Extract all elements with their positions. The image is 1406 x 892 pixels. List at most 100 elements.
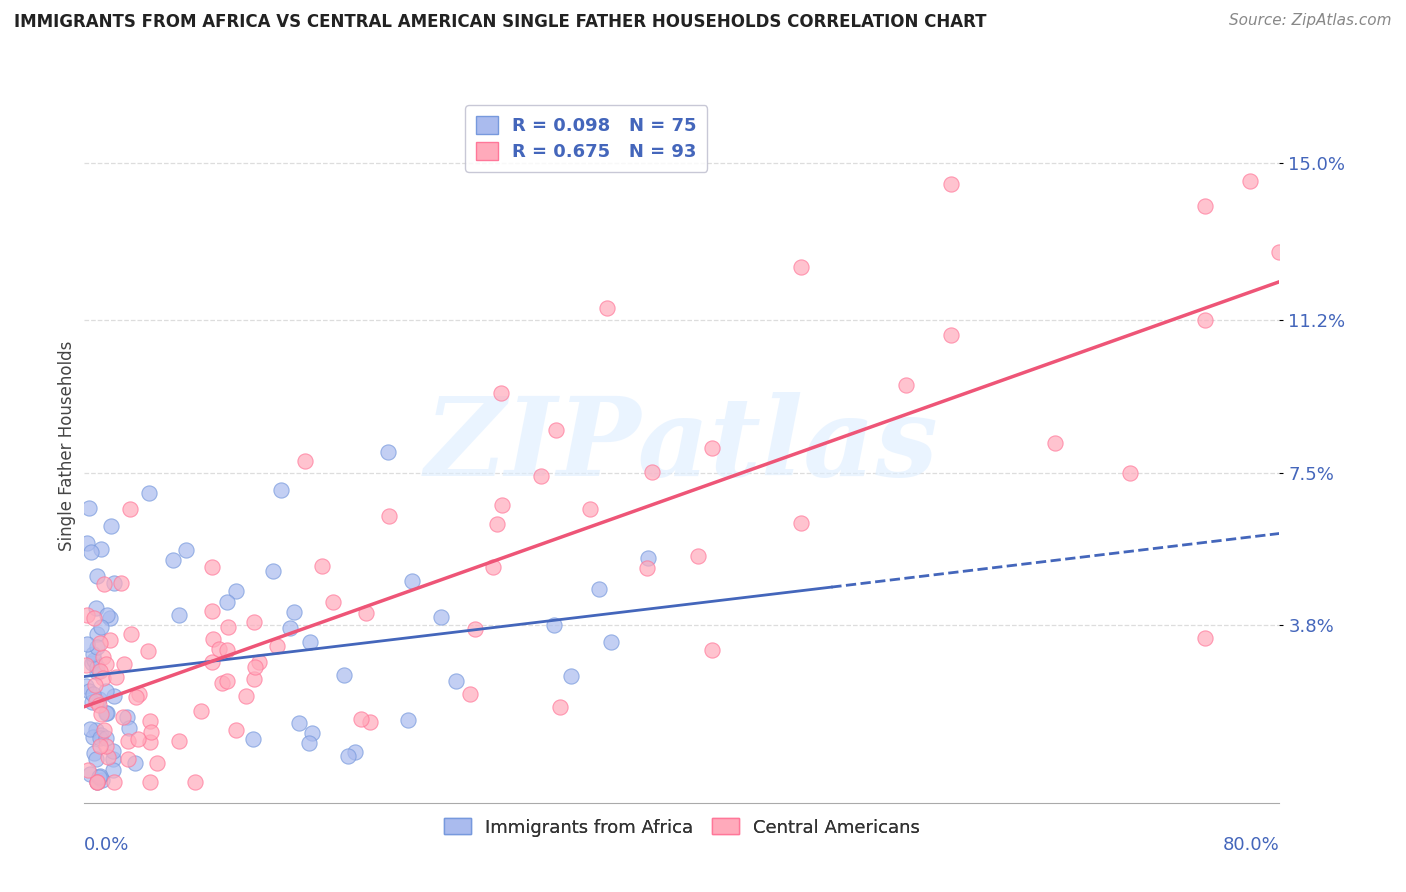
Point bbox=[112, 710, 135, 724]
Point bbox=[138, 775, 160, 789]
Point bbox=[86, 568, 108, 582]
Point bbox=[202, 632, 225, 647]
Point bbox=[1119, 467, 1142, 481]
Point bbox=[322, 595, 344, 609]
Point bbox=[83, 610, 105, 624]
Point bbox=[489, 386, 512, 401]
Point bbox=[86, 665, 108, 680]
Text: 0.0%: 0.0% bbox=[84, 836, 129, 854]
Point bbox=[491, 498, 513, 512]
Point bbox=[97, 750, 120, 764]
Point bbox=[96, 607, 118, 622]
Point bbox=[103, 763, 125, 777]
Point bbox=[530, 469, 553, 483]
Point bbox=[90, 542, 112, 557]
Point bbox=[136, 643, 159, 657]
Point bbox=[266, 639, 288, 653]
Point bbox=[76, 637, 98, 651]
Point bbox=[686, 549, 709, 564]
Point bbox=[145, 756, 167, 770]
Point bbox=[91, 671, 114, 685]
Point bbox=[76, 536, 98, 550]
Point bbox=[128, 687, 150, 701]
Point bbox=[86, 775, 108, 789]
Point bbox=[120, 502, 142, 516]
Point bbox=[89, 768, 111, 782]
Point bbox=[120, 627, 142, 641]
Point bbox=[82, 695, 104, 709]
Point bbox=[76, 607, 98, 622]
Point bbox=[90, 728, 112, 742]
Text: ZIPatlas: ZIPatlas bbox=[425, 392, 939, 500]
Point bbox=[90, 706, 112, 721]
Point bbox=[641, 465, 664, 479]
Point bbox=[544, 423, 567, 437]
Point bbox=[89, 731, 111, 745]
Point bbox=[86, 627, 108, 641]
Point bbox=[104, 671, 127, 685]
Point bbox=[162, 552, 184, 566]
Point bbox=[77, 684, 100, 698]
Point bbox=[444, 673, 467, 688]
Point bbox=[167, 733, 190, 747]
Text: Source: ZipAtlas.com: Source: ZipAtlas.com bbox=[1229, 13, 1392, 29]
Point bbox=[225, 583, 247, 598]
Text: 80.0%: 80.0% bbox=[1223, 836, 1279, 854]
Point bbox=[94, 684, 117, 698]
Point bbox=[112, 657, 135, 672]
Point bbox=[336, 748, 359, 763]
Point bbox=[280, 621, 302, 635]
Point bbox=[138, 485, 160, 500]
Point bbox=[359, 715, 381, 730]
Point bbox=[588, 582, 610, 596]
Point bbox=[939, 328, 962, 343]
Point bbox=[1194, 631, 1216, 645]
Point bbox=[294, 454, 316, 468]
Point bbox=[96, 706, 118, 720]
Point bbox=[700, 441, 723, 455]
Point bbox=[98, 610, 121, 624]
Point bbox=[79, 722, 101, 736]
Point bbox=[790, 516, 813, 530]
Point bbox=[83, 746, 105, 760]
Point bbox=[169, 607, 191, 622]
Point bbox=[96, 739, 118, 753]
Point bbox=[600, 634, 623, 648]
Point bbox=[298, 736, 321, 750]
Point bbox=[1194, 199, 1216, 213]
Point bbox=[596, 301, 619, 315]
Point bbox=[110, 576, 132, 591]
Point bbox=[243, 672, 266, 686]
Point bbox=[225, 723, 247, 737]
Point bbox=[396, 714, 419, 728]
Point bbox=[75, 679, 97, 693]
Point bbox=[550, 700, 572, 714]
Point bbox=[139, 724, 162, 739]
Point bbox=[560, 669, 582, 683]
Point bbox=[91, 772, 114, 787]
Point bbox=[894, 377, 917, 392]
Point bbox=[86, 752, 108, 766]
Point bbox=[124, 756, 146, 771]
Point bbox=[458, 687, 481, 701]
Point bbox=[93, 576, 115, 591]
Point bbox=[77, 500, 100, 515]
Point bbox=[485, 516, 508, 531]
Point bbox=[174, 542, 197, 557]
Point bbox=[89, 664, 111, 678]
Point bbox=[190, 704, 212, 718]
Y-axis label: Single Father Households: Single Father Households bbox=[58, 341, 76, 551]
Legend: Immigrants from Africa, Central Americans: Immigrants from Africa, Central American… bbox=[437, 811, 927, 844]
Point bbox=[217, 595, 239, 609]
Point bbox=[1194, 313, 1216, 327]
Point bbox=[101, 744, 124, 758]
Point bbox=[90, 620, 112, 634]
Point bbox=[482, 560, 505, 574]
Point bbox=[80, 545, 103, 559]
Point bbox=[939, 177, 962, 191]
Point bbox=[80, 656, 103, 670]
Point bbox=[270, 483, 292, 498]
Point bbox=[247, 655, 270, 669]
Point bbox=[82, 688, 104, 702]
Point bbox=[86, 640, 108, 655]
